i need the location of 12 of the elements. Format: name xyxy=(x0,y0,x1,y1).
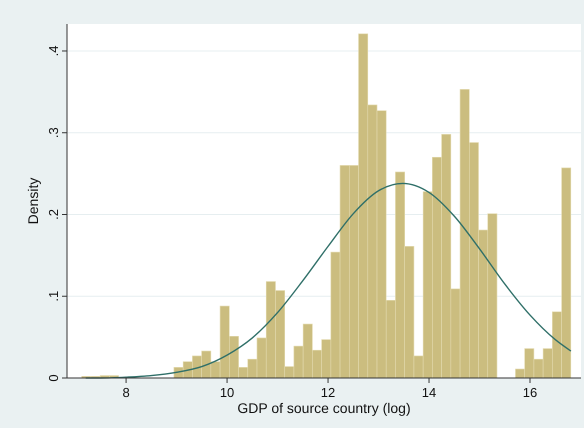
x-tick-label: 14 xyxy=(422,385,436,400)
y-tick-label: 0 xyxy=(46,374,61,382)
x-axis-title: GDP of source country (log) xyxy=(237,400,411,416)
x-tick-label: 12 xyxy=(320,385,336,400)
x-tick-label: 10 xyxy=(220,385,234,400)
y-tick-label: .1 xyxy=(46,290,61,302)
y-axis-title: Density xyxy=(25,178,41,224)
x-tick-label: 16 xyxy=(522,385,538,400)
x-tick-label: 8 xyxy=(122,385,130,400)
y-tick-label: .4 xyxy=(46,46,61,56)
y-tick-label: .2 xyxy=(46,209,61,220)
y-tick-label: .3 xyxy=(46,127,61,138)
